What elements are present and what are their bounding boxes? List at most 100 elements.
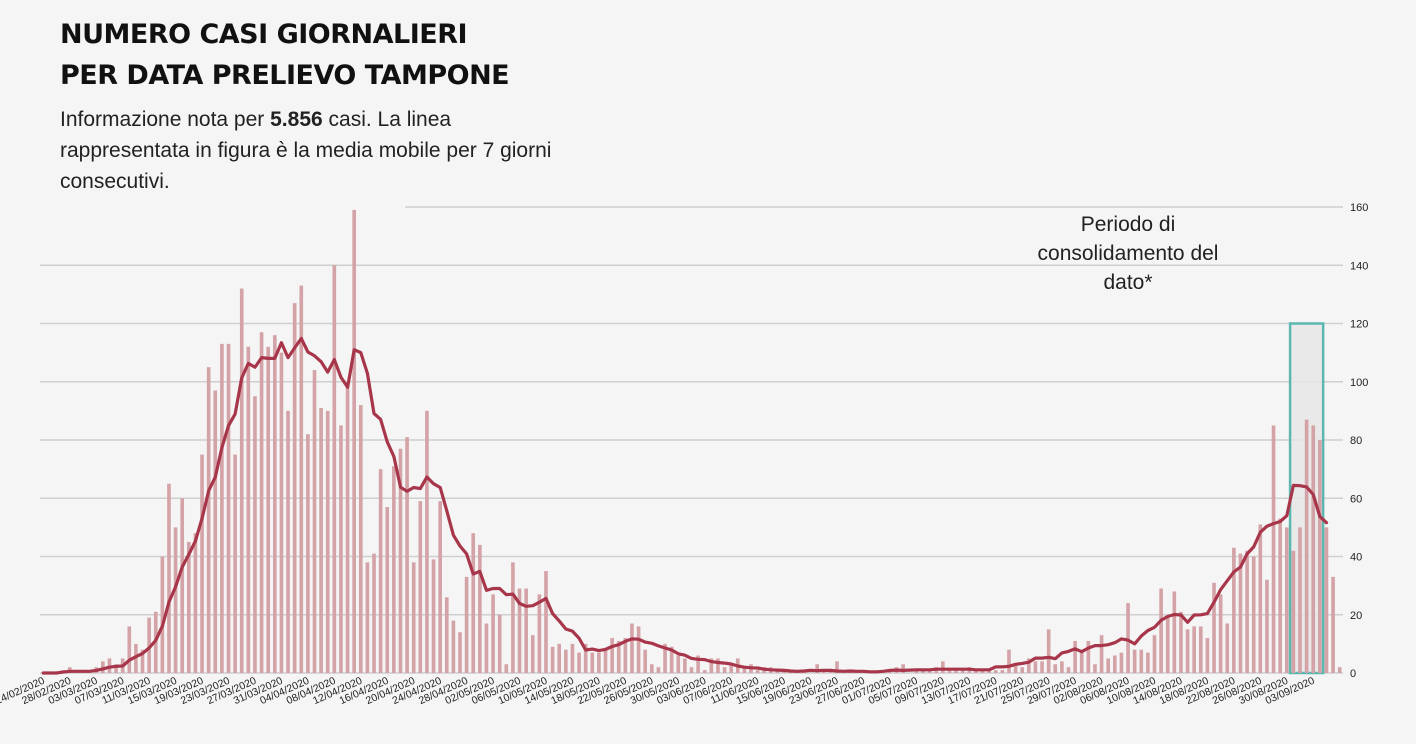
bar-54 [398, 448, 403, 673]
y-tick-label-40: 40 [1350, 552, 1362, 564]
bar-101 [709, 658, 714, 673]
bar-181 [1238, 553, 1243, 673]
bar-9 [101, 661, 105, 673]
bar-182 [1245, 550, 1249, 673]
bar-36 [279, 352, 284, 673]
bar-159 [1093, 664, 1097, 673]
bar-185 [1265, 579, 1269, 673]
bar-67 [484, 623, 489, 673]
bar-20 [173, 527, 178, 673]
bar-136 [941, 661, 945, 673]
moving-average-line [41, 336, 1329, 675]
bar-190 [1298, 527, 1302, 673]
bar-153 [1053, 664, 1058, 673]
bar-59 [431, 559, 436, 673]
bar-149 [1027, 658, 1031, 673]
subtitle-text-pre: Informazione nota per [60, 108, 271, 131]
bar-55 [405, 437, 409, 673]
bar-46 [345, 381, 350, 673]
bar-33 [259, 332, 264, 673]
bar-73 [524, 588, 528, 673]
bar-179 [1225, 623, 1230, 673]
bar-79 [564, 649, 568, 673]
bar-62 [451, 620, 456, 673]
bar-163 [1119, 652, 1124, 673]
bar-168 [1152, 635, 1157, 673]
bar-96 [676, 655, 681, 673]
bar-34 [266, 346, 271, 673]
bar-75 [537, 594, 542, 673]
bar-172 [1179, 611, 1183, 673]
bar-180 [1232, 547, 1236, 673]
y-tick-label-0: 0 [1350, 668, 1356, 680]
bar-162 [1112, 655, 1117, 673]
bar-138 [954, 670, 958, 673]
bar-23 [193, 533, 198, 673]
bar-64 [464, 576, 469, 673]
bar-24 [200, 454, 204, 673]
bar-65 [471, 533, 476, 673]
bar-150 [1033, 661, 1038, 673]
bar-188 [1284, 527, 1289, 673]
bar-196 [1337, 667, 1342, 673]
bar-43 [325, 410, 330, 673]
bar-157 [1079, 649, 1084, 673]
chart-title-line-1: NUMERO CASI GIORNALIERI [60, 19, 468, 50]
chart-title-line-2: PER DATA PRELIEVO TAMPONE [60, 60, 510, 91]
bar-132 [914, 670, 919, 673]
bar-187 [1278, 518, 1282, 673]
bar-61 [444, 597, 449, 673]
bar-120 [835, 661, 839, 673]
bar-158 [1086, 640, 1091, 673]
y-tick-label-80: 80 [1350, 435, 1362, 447]
bar-layer [61, 209, 1342, 673]
bar-41 [312, 370, 317, 673]
bar-183 [1251, 556, 1256, 673]
bar-147 [1013, 664, 1018, 673]
bar-134 [927, 670, 932, 673]
bar-145 [1000, 670, 1005, 673]
bar-42 [319, 407, 323, 673]
bar-51 [378, 469, 383, 673]
chart-subtitle: Informazione nota per 5.856 casi. La lin… [60, 104, 560, 197]
bar-76 [544, 571, 548, 673]
bar-81 [577, 652, 581, 673]
bar-146 [1007, 649, 1011, 673]
bar-31 [246, 346, 251, 673]
bar-91 [643, 649, 648, 673]
bar-171 [1172, 591, 1177, 673]
bar-72 [517, 588, 522, 673]
bar-40 [306, 434, 310, 673]
bar-39 [299, 285, 304, 673]
bar-141 [974, 670, 978, 673]
bar-70 [504, 664, 509, 673]
chart-title: NUMERO CASI GIORNALIERI PER DATA PRELIEV… [60, 14, 510, 96]
bar-194 [1324, 527, 1329, 673]
bar-166 [1139, 649, 1144, 673]
bar-176 [1205, 638, 1210, 673]
bar-169 [1159, 588, 1163, 673]
y-tick-label-120: 120 [1350, 319, 1368, 331]
bar-167 [1146, 652, 1150, 673]
bar-97 [683, 658, 687, 673]
bar-94 [663, 643, 667, 673]
bar-50 [372, 553, 376, 673]
subtitle-text-post: casi. La linea rappresentata in figura è… [60, 108, 552, 193]
y-tick-label-20: 20 [1350, 610, 1362, 622]
bar-78 [557, 643, 562, 673]
bar-151 [1040, 661, 1044, 673]
bar-144 [993, 670, 998, 673]
bar-83 [590, 652, 595, 673]
bar-74 [530, 635, 535, 673]
bar-160 [1099, 635, 1104, 673]
y-tick-label-100: 100 [1350, 377, 1368, 389]
bar-133 [921, 670, 925, 673]
bar-90 [636, 626, 641, 673]
bar-48 [358, 405, 363, 673]
y-tick-label-160: 160 [1350, 202, 1368, 214]
bar-95 [669, 646, 674, 673]
consolidation-note: Periodo di consolidamento del dato* [1037, 213, 1219, 294]
bar-177 [1212, 582, 1216, 673]
bar-99 [696, 655, 700, 673]
